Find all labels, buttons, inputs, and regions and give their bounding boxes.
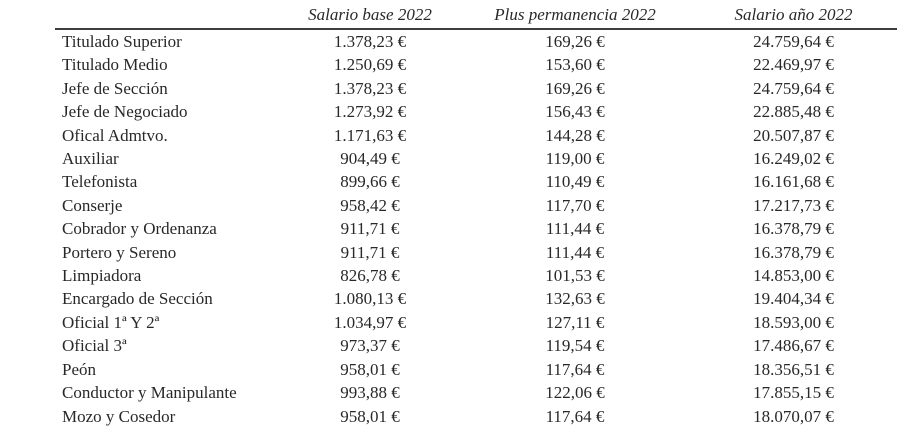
base-salary-cell: 911,71 €	[340, 219, 400, 239]
salary-table: Salario base 2022 Plus permanencia 2022 …	[55, 2, 897, 428]
base-salary-cell: 993,88 €	[340, 383, 400, 403]
annual-salary-cell: 16.378,79 €	[753, 219, 834, 239]
job-title-cell: Titulado Medio	[62, 55, 168, 75]
job-title-cell: Ofical Admtvo.	[62, 125, 168, 145]
annual-salary-cell: 24.759,64 €	[753, 78, 834, 98]
header-plus-permanencia: Plus permanencia 2022	[460, 2, 690, 30]
plus-cell: 110,49 €	[545, 172, 605, 192]
table-row: Titulado Superior 1.378,23 € 169,26 € 24.75…	[55, 29, 897, 53]
plus-cell: 153,60 €	[545, 55, 605, 75]
base-salary-cell: 904,49 €	[340, 149, 400, 169]
base-salary-cell: 973,37 €	[340, 336, 400, 356]
base-salary-cell: 1.378,23 €	[333, 78, 407, 98]
plus-cell: 111,44 €	[545, 242, 605, 262]
table-row: Conductor y Manipulante 993,88 € 122,06 € 1…	[55, 381, 897, 404]
table-row: Cobrador y Ordenanza 911,71 € 111,44 € 16.3…	[55, 217, 897, 240]
plus-cell: 117,70 €	[545, 195, 605, 215]
plus-cell: 156,43 €	[545, 102, 605, 122]
annual-salary-cell: 17.486,67 €	[753, 336, 834, 356]
annual-salary-cell: 20.507,87 €	[753, 125, 834, 145]
table-row: Ofical Admtvo. 1.171,63 € 144,28 € 20.507,8…	[55, 124, 897, 147]
table-row: Oficial 3ª 973,37 € 119,54 € 17.486,67 €	[55, 334, 897, 357]
job-title-cell: Auxiliar	[62, 149, 119, 169]
annual-salary-cell: 16.161,68 €	[753, 172, 834, 192]
base-salary-cell: 958,01 €	[340, 359, 400, 379]
annual-salary-cell: 24.759,64 €	[753, 32, 834, 51]
annual-salary-cell: 19.404,34 €	[753, 289, 834, 309]
table-row: Auxiliar 904,49 € 119,00 € 16.249,02 €	[55, 147, 897, 170]
table-row: Conserje 958,42 € 117,70 € 17.217,73 €	[55, 194, 897, 217]
table-row: Telefonista 899,66 € 110,49 € 16.161,68 €	[55, 170, 897, 193]
annual-salary-cell: 17.217,73 €	[753, 195, 834, 215]
base-salary-cell: 1.171,63 €	[333, 125, 407, 145]
plus-cell: 144,28 €	[545, 125, 605, 145]
table-row: Limpiadora 826,78 € 101,53 € 14.853,00 €	[55, 264, 897, 287]
header-salario-anual: Salario año 2022	[690, 2, 897, 30]
table-row: Jefe de Sección 1.378,23 € 169,26 € 24.759,…	[55, 77, 897, 100]
base-salary-cell: 911,71 €	[340, 242, 400, 262]
plus-cell: 169,26 €	[545, 78, 605, 98]
header-row: Salario base 2022 Plus permanencia 2022 …	[55, 2, 897, 30]
table-row: Jefe de Negociado 1.273,92 € 156,43 € 22.88…	[55, 100, 897, 123]
job-title-cell: Jefe de Negociado	[62, 102, 188, 122]
job-title-cell: Telefonista	[62, 172, 138, 192]
annual-salary-cell: 14.853,00 €	[753, 266, 834, 286]
base-salary-cell: 1.250,69 €	[333, 55, 407, 75]
plus-cell: 117,64 €	[545, 359, 605, 379]
annual-salary-cell: 16.249,02 €	[753, 149, 834, 169]
job-title-cell: Conductor y Manipulante	[62, 383, 237, 403]
table-row: Encargado de Sección 1.080,13 € 132,63 € 19…	[55, 287, 897, 310]
plus-cell: 122,06 €	[545, 383, 605, 403]
job-title-cell: Mozo y Cosedor	[62, 406, 176, 426]
plus-cell: 127,11 €	[545, 312, 605, 332]
annual-salary-cell: 17.855,15 €	[753, 383, 834, 403]
plus-cell: 169,26 €	[545, 32, 605, 51]
table-row: Mozo y Cosedor 958,01 € 117,64 € 18.070,07 …	[55, 405, 897, 428]
base-salary-cell: 958,42 €	[340, 195, 400, 215]
table-row: Oficial 1ª Y 2ª 1.034,97 € 127,11 € 18.593,…	[55, 311, 897, 334]
job-title-cell: Encargado de Sección	[62, 289, 213, 309]
base-salary-cell: 1.378,23 €	[333, 32, 407, 51]
job-title-cell: Jefe de Sección	[62, 78, 168, 98]
job-title-cell: Oficial 3ª	[62, 336, 127, 356]
job-title-cell: Conserje	[62, 195, 123, 215]
job-title-cell: Cobrador y Ordenanza	[62, 219, 217, 239]
plus-cell: 111,44 €	[545, 219, 605, 239]
base-salary-cell: 1.273,92 €	[333, 102, 407, 122]
base-salary-cell: 958,01 €	[340, 406, 400, 426]
base-salary-cell: 899,66 €	[340, 172, 400, 192]
plus-cell: 119,00 €	[545, 149, 605, 169]
plus-cell: 119,54 €	[545, 336, 605, 356]
annual-salary-cell: 16.378,79 €	[753, 242, 834, 262]
plus-cell: 101,53 €	[545, 266, 605, 286]
job-title-cell: Oficial 1ª Y 2ª	[62, 312, 160, 332]
table-row: Titulado Medio 1.250,69 € 153,60 € 22.469,9…	[55, 53, 897, 76]
job-title-cell: Limpiadora	[62, 266, 142, 286]
table-row: Peón 958,01 € 117,64 € 18.356,51 €	[55, 358, 897, 381]
base-salary-cell: 826,78 €	[340, 266, 400, 286]
annual-salary-cell: 22.885,48 €	[753, 102, 834, 122]
annual-salary-cell: 18.070,07 €	[753, 406, 834, 426]
job-title-cell: Peón	[62, 359, 96, 379]
header-salario-base: Salario base 2022	[280, 2, 460, 30]
annual-salary-cell: 18.356,51 €	[753, 359, 834, 379]
base-salary-cell: 1.034,97 €	[333, 312, 407, 332]
base-salary-cell: 1.080,13 €	[333, 289, 407, 309]
plus-cell: 117,64 €	[545, 406, 605, 426]
job-title-cell: Titulado Superior	[62, 32, 182, 51]
job-title-cell: Portero y Sereno	[62, 242, 177, 262]
annual-salary-cell: 22.469,97 €	[753, 55, 834, 75]
header-job-title	[55, 2, 280, 30]
annual-salary-cell: 18.593,00 €	[753, 312, 834, 332]
table-body: Titulado Superior 1.378,23 € 169,26 € 24.75…	[55, 29, 897, 428]
plus-cell: 132,63 €	[545, 289, 605, 309]
table-row: Portero y Sereno 911,71 € 111,44 € 16.378,7…	[55, 241, 897, 264]
